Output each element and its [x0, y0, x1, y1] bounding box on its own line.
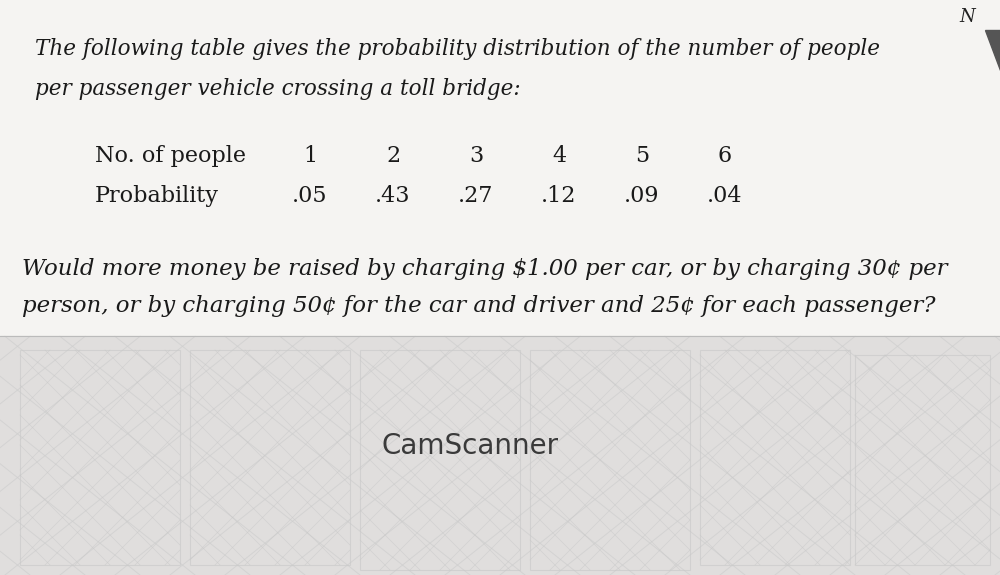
Text: Would more money be raised by charging $1.00 per car, or by charging 30¢ per: Would more money be raised by charging $…	[22, 258, 948, 280]
Text: person, or by charging 50¢ for the car and driver and 25¢ for each passenger?: person, or by charging 50¢ for the car a…	[22, 295, 936, 317]
Bar	[20, 350, 180, 565]
Text: .04: .04	[707, 185, 743, 207]
Polygon shape	[985, 30, 1000, 70]
Text: Probability: Probability	[95, 185, 219, 207]
Bar	[360, 350, 520, 570]
Text: .27: .27	[458, 185, 494, 207]
Text: 6: 6	[718, 145, 732, 167]
Text: N: N	[959, 8, 975, 26]
Text: .43: .43	[375, 185, 411, 207]
Text: 1: 1	[303, 145, 317, 167]
Bar	[190, 350, 350, 565]
Text: 5: 5	[635, 145, 649, 167]
Bar	[0, 0, 1000, 336]
Text: CamScanner: CamScanner	[381, 432, 559, 459]
Bar	[530, 350, 690, 570]
Text: .09: .09	[624, 185, 660, 207]
Text: .12: .12	[541, 185, 577, 207]
Bar	[855, 355, 990, 565]
Text: per passenger vehicle crossing a toll bridge:: per passenger vehicle crossing a toll br…	[35, 78, 521, 100]
Text: 3: 3	[469, 145, 483, 167]
Bar	[700, 350, 850, 565]
Bar	[0, 336, 1000, 575]
Text: No. of people: No. of people	[95, 145, 246, 167]
Text: .05: .05	[292, 185, 328, 207]
Text: 2: 2	[386, 145, 400, 167]
Text: The following table gives the probability distribution of the number of people: The following table gives the probabilit…	[35, 38, 880, 60]
Text: 4: 4	[552, 145, 566, 167]
